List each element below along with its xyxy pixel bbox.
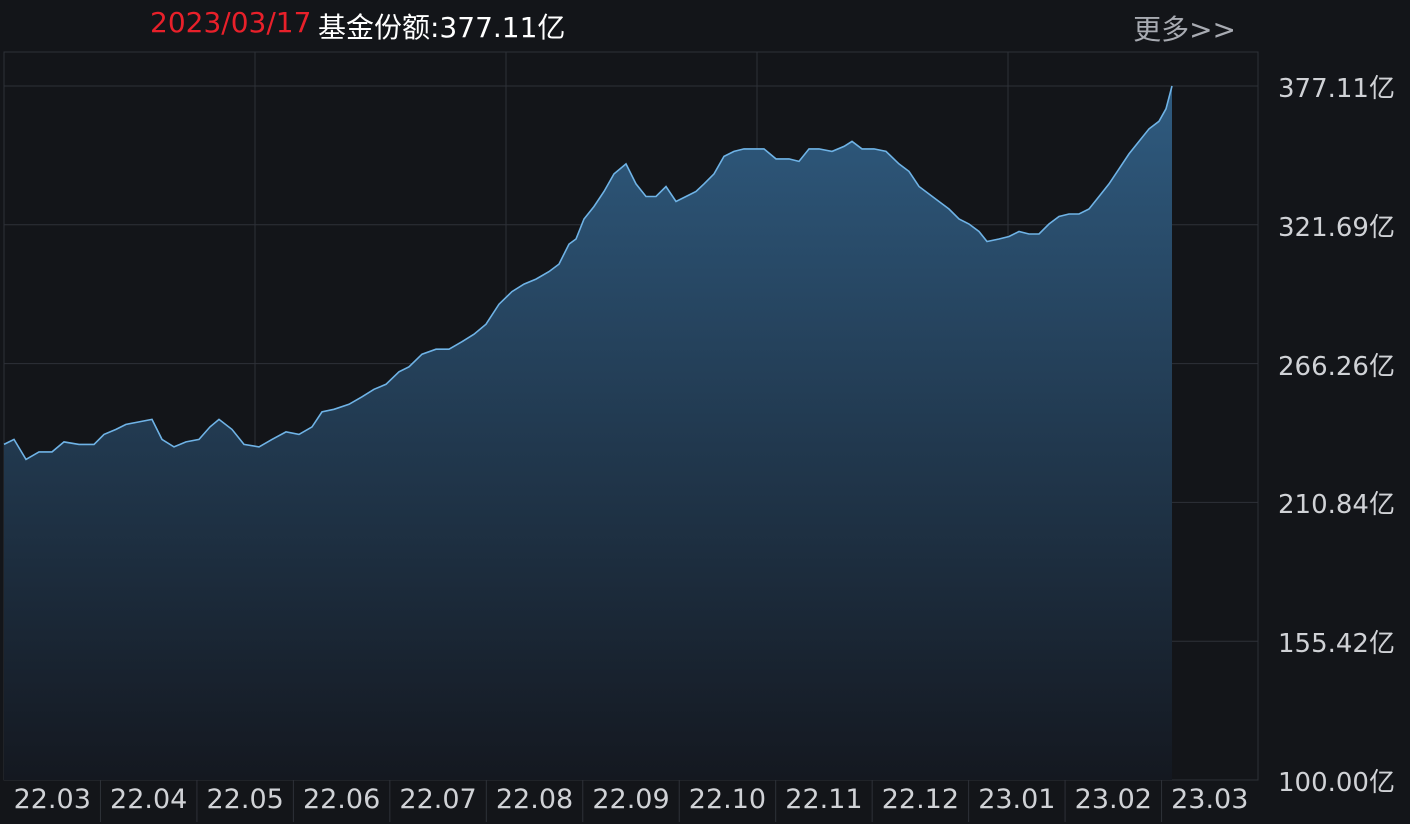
x-tick-label: 22.07 — [399, 784, 477, 815]
series-area — [3, 85, 1173, 780]
fund-share-value: 基金份额:377.11亿 — [318, 11, 566, 44]
x-tick-label: 22.06 — [302, 784, 381, 815]
y-tick-label: 377.11亿 — [1278, 74, 1395, 104]
series-line — [3, 85, 1173, 461]
x-tick-label: 22.03 — [13, 784, 91, 815]
x-tick-label: 22.09 — [592, 784, 670, 815]
y-tick-label: 155.42亿 — [1278, 629, 1395, 660]
x-tick-label: 22.08 — [495, 784, 574, 815]
y-tick-label: 266.26亿 — [1278, 351, 1395, 382]
x-tick-label: 22.10 — [688, 784, 767, 815]
x-tick-label: 23.03 — [1171, 784, 1249, 815]
series-area-fill — [4, 86, 1172, 780]
x-tick-label: 23.02 — [1074, 784, 1152, 815]
more-link[interactable]: 更多>> — [1133, 13, 1236, 46]
x-tick-label: 22.04 — [110, 784, 188, 815]
y-tick-label: 210.84亿 — [1278, 490, 1395, 521]
y-tick-label: 321.69亿 — [1278, 212, 1395, 243]
chart-header: 2023/03/17 基金份额:377.11亿 更多>> — [0, 0, 1410, 50]
x-tick-label: 23.01 — [978, 784, 1056, 815]
selected-date: 2023/03/17 — [150, 6, 312, 39]
x-tick-label: 22.05 — [206, 784, 284, 815]
x-tick-label: 22.12 — [881, 784, 960, 815]
y-tick-label: 100.00亿 — [1278, 768, 1395, 798]
x-tick-label: 22.11 — [785, 784, 863, 815]
